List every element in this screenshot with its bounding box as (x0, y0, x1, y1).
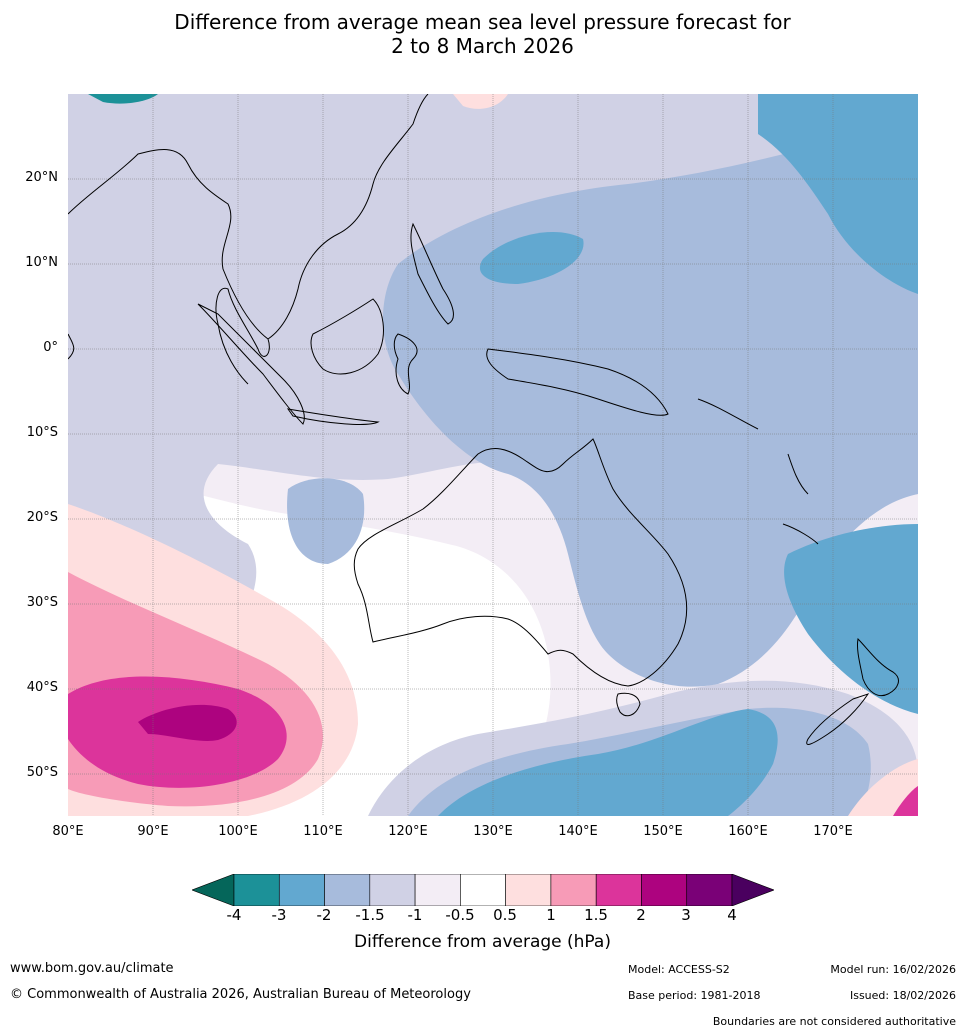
coast-solomons (697, 398, 759, 430)
colorbar-tick: -4 (226, 906, 242, 924)
lon-label-90e: 90°E (137, 824, 169, 839)
coast-sumatra (197, 303, 305, 425)
coast-newguinea (486, 348, 669, 416)
colorbar-segment (278, 874, 325, 906)
shade-plus2-high (138, 704, 237, 741)
colorbar-tick: 2 (636, 906, 646, 924)
copyright-text: © Commonwealth of Australia 2026, Austra… (10, 987, 471, 1002)
title-line-1: Difference from average mean sea level p… (174, 10, 791, 34)
colorbar-tick: 4 (727, 906, 737, 924)
shade-minus2-northeast (758, 94, 918, 294)
coast-borneo (310, 298, 384, 375)
coastlines (68, 94, 899, 745)
coast-newcaledonia (782, 523, 819, 545)
map-canvas (68, 94, 918, 816)
colorbar-tick: -0.5 (445, 906, 475, 924)
shade-plus0p5-se (848, 759, 918, 816)
colorbar-tick: -2 (316, 906, 332, 924)
colorbar (192, 874, 774, 906)
lon-label-80e: 80°E (52, 824, 84, 839)
shade-minus2-philippine (479, 231, 584, 284)
lon-label-120e: 120°E (388, 824, 428, 839)
colorbar-segment (686, 874, 733, 906)
lon-label-130e: 130°E (473, 824, 513, 839)
shade-minus1p5-west (287, 478, 365, 564)
coast-nz-north (857, 637, 899, 697)
coast-philippines (410, 222, 454, 325)
model-name: Model: ACCESS-S2 (628, 963, 730, 976)
lon-label-170e: 170°E (813, 824, 853, 839)
shade-plus0p5-top (453, 94, 508, 109)
coast-vanuatu (787, 453, 809, 495)
colorbar-segment (324, 874, 371, 906)
coast-india (68, 333, 75, 360)
lon-label-110e: 110°E (303, 824, 343, 839)
colorbar-tick: 1.5 (584, 906, 608, 924)
coast-tasmania (616, 692, 641, 717)
colorbar-segment (641, 874, 688, 906)
coast-sulawesi (393, 333, 418, 395)
lat-label-20s: 20°S (26, 510, 58, 525)
colorbar-segment (460, 874, 506, 906)
boundaries-disclaimer: Boundaries are not considered authoritat… (712, 1015, 956, 1028)
colorbar-title: Difference from average (hPa) (354, 932, 611, 952)
colorbar-segment (595, 874, 642, 906)
lat-label-30s: 30°S (26, 595, 58, 610)
lat-label-50s: 50°S (26, 765, 58, 780)
pressure-anomaly-map (68, 94, 918, 816)
lat-label-10n: 10°N (25, 255, 58, 270)
colorbar-extension-high (731, 874, 774, 906)
colorbar-tick: 3 (681, 906, 691, 924)
colorbar-segment (505, 874, 552, 906)
graticule (68, 94, 918, 816)
colorbar-tick: -1 (407, 906, 423, 924)
colorbar-tick: 1 (546, 906, 556, 924)
coast-australia (353, 438, 688, 687)
colorbar-tick: 0.5 (493, 906, 517, 924)
lon-label-150e: 150°E (643, 824, 683, 839)
model-run-date: Model run: 16/02/2026 (830, 963, 956, 976)
lon-label-160e: 160°E (728, 824, 768, 839)
lat-label-10s: 10°S (26, 425, 58, 440)
colorbar-tick: -1.5 (355, 906, 385, 924)
website-link[interactable]: www.bom.gov.au/climate (10, 961, 174, 976)
lon-label-140e: 140°E (558, 824, 598, 839)
colorbar-segment (414, 874, 461, 906)
colorbar-tick: -3 (271, 906, 287, 924)
lat-label-20n: 20°N (25, 170, 58, 185)
coast-java (286, 408, 380, 425)
colorbar-segment (233, 874, 280, 906)
shade-minus3-north (88, 94, 158, 104)
base-period: Base period: 1981-2018 (628, 989, 761, 1002)
coast-asia (68, 94, 429, 385)
lon-label-100e: 100°E (218, 824, 258, 839)
shade-plus1p5-se (893, 786, 918, 816)
coast-nz-south (806, 693, 870, 745)
lat-label-0: 0° (43, 340, 58, 355)
colorbar-segment (550, 874, 597, 906)
chart-title: Difference from average mean sea level p… (0, 10, 965, 58)
shade-minus2-southern (438, 709, 778, 816)
colorbar-extension-low (192, 874, 235, 906)
issued-date: Issued: 18/02/2026 (849, 989, 956, 1002)
lat-label-40s: 40°S (26, 680, 58, 695)
title-line-2: 2 to 8 March 2026 (391, 34, 574, 58)
colorbar-segment (369, 874, 416, 906)
